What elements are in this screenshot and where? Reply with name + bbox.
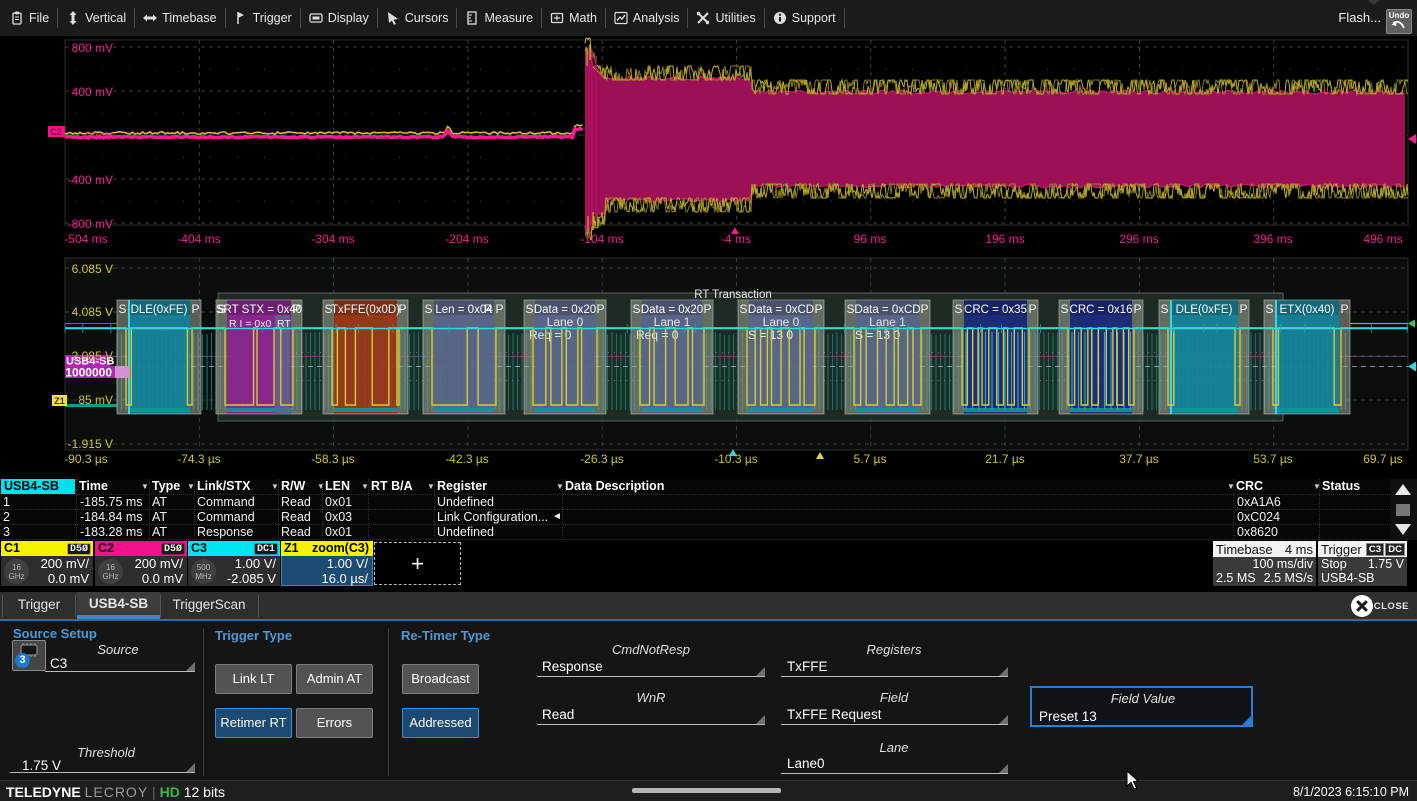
svg-text:Lane 1: Lane 1: [654, 315, 691, 329]
svg-text:C2: C2: [50, 127, 62, 137]
svg-text:S: S: [1160, 302, 1168, 316]
svg-text:S: S: [525, 302, 533, 316]
svg-text:RT: RT: [277, 318, 291, 330]
svg-text:S: S: [1060, 302, 1068, 316]
svg-text:Len = 0x04: Len = 0x04: [435, 304, 493, 316]
svg-text:P: P: [814, 302, 822, 316]
svg-text:P: P: [398, 302, 406, 316]
svg-text:P: P: [1239, 302, 1247, 316]
svg-text:TxFFE(0x0D): TxFFE(0x0D): [331, 304, 400, 316]
svg-text:Data = 0x20: Data = 0x20: [534, 304, 596, 316]
svg-text:Lane 0: Lane 0: [763, 315, 800, 329]
svg-text:R: R: [484, 302, 493, 316]
svg-text:S: S: [324, 302, 332, 316]
svg-text:Z1: Z1: [54, 396, 65, 406]
svg-text:S: S: [846, 302, 854, 316]
svg-text:Data = 0x20: Data = 0x20: [641, 304, 703, 316]
svg-text:Req = 0: Req = 0: [636, 328, 679, 342]
svg-text:CRC = 0x35: CRC = 0x35: [964, 304, 1027, 316]
svg-text:USB4-SB: USB4-SB: [66, 356, 114, 368]
svg-text:S: S: [954, 302, 962, 316]
svg-text:P: P: [495, 302, 503, 316]
svg-text:SRT STX = 0x40: SRT STX = 0x40: [216, 304, 302, 316]
svg-text:S: S: [632, 302, 640, 316]
svg-text:Data = 0xCD: Data = 0xCD: [854, 304, 920, 316]
svg-text:P: P: [191, 302, 199, 316]
svg-text:P: P: [920, 302, 928, 316]
svg-text:S: S: [424, 302, 432, 316]
svg-text:DLE(0xFE): DLE(0xFE): [131, 304, 188, 316]
svg-text:Data = 0xCD: Data = 0xCD: [748, 304, 814, 316]
svg-text:S: S: [1265, 302, 1273, 316]
svg-text:P: P: [703, 302, 711, 316]
svg-text:P: P: [596, 302, 604, 316]
svg-text:P: P: [1028, 302, 1036, 316]
svg-text:P: P: [1340, 302, 1348, 316]
svg-text:Lane 0: Lane 0: [547, 315, 584, 329]
svg-text:P: P: [1133, 302, 1141, 316]
svg-text:S: S: [217, 302, 225, 316]
svg-text:CRC = 0x16: CRC = 0x16: [1070, 304, 1133, 316]
svg-text:DLE(0xFE): DLE(0xFE): [1176, 304, 1233, 316]
svg-text:RT Transaction: RT Transaction: [694, 289, 772, 301]
svg-text:Lane 1: Lane 1: [869, 315, 906, 329]
svg-text:S = 13 0: S = 13 0: [748, 328, 793, 342]
svg-text:S: S: [118, 302, 126, 316]
svg-text:1000000: 1000000: [65, 366, 112, 380]
svg-text:ETX(0x40): ETX(0x40): [1280, 304, 1335, 316]
svg-text:S: S: [739, 302, 747, 316]
svg-text:P: P: [292, 302, 300, 316]
svg-text:R I = 0x0: R I = 0x0: [229, 318, 271, 330]
